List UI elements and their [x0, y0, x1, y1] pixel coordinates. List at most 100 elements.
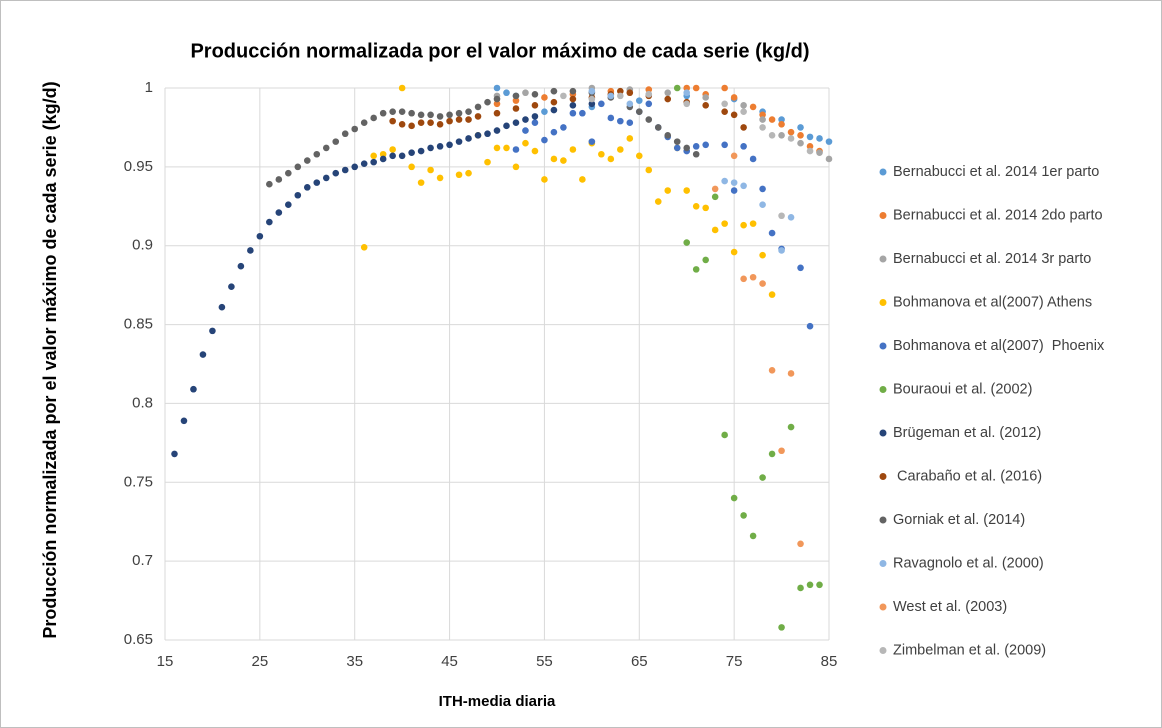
legend-marker: [879, 342, 887, 350]
point: [664, 187, 672, 194]
point: [759, 124, 766, 131]
point: [645, 91, 653, 98]
point: [759, 280, 766, 287]
point: [512, 92, 520, 100]
point: [379, 109, 387, 117]
point: [541, 136, 548, 144]
legend-marker: [879, 168, 887, 176]
point: [778, 132, 785, 139]
point: [569, 102, 577, 109]
point: [550, 106, 558, 114]
point: [740, 512, 747, 519]
x-axis-label: ITH-media diaria: [439, 693, 556, 710]
point: [778, 116, 785, 123]
legend-label: Zimbelman et al. (2009): [893, 642, 1046, 658]
point: [778, 212, 785, 220]
x-tick-label: 55: [536, 653, 553, 670]
point: [778, 120, 785, 128]
legend-marker: [879, 429, 887, 437]
point: [408, 163, 415, 171]
point: [247, 247, 254, 254]
point: [797, 584, 804, 592]
point: [702, 102, 709, 109]
y-tick-label: 0.9: [132, 237, 153, 254]
point: [560, 157, 567, 164]
point: [579, 176, 586, 183]
point: [711, 185, 719, 193]
point: [806, 143, 814, 150]
point: [417, 179, 425, 186]
point: [626, 89, 634, 97]
point: [389, 117, 396, 125]
point: [749, 273, 757, 281]
point: [654, 198, 662, 205]
point: [711, 193, 719, 201]
point: [768, 132, 776, 139]
point: [778, 624, 785, 631]
point: [702, 256, 709, 264]
point: [550, 128, 558, 136]
point: [389, 146, 396, 153]
x-tick-label: 25: [252, 653, 269, 670]
point: [654, 124, 662, 131]
point: [228, 283, 235, 291]
point: [266, 180, 273, 188]
point: [730, 94, 738, 101]
point: [721, 100, 728, 108]
x-tick-label: 65: [631, 653, 648, 670]
point: [285, 169, 292, 177]
point: [522, 89, 529, 97]
point: [436, 143, 444, 150]
point: [484, 98, 491, 106]
point: [645, 166, 653, 174]
point: [541, 176, 548, 183]
legend-marker: [879, 212, 887, 219]
y-tick-label: 0.65: [124, 631, 153, 648]
point: [749, 155, 757, 163]
point: [332, 138, 340, 145]
legend-marker: [879, 647, 887, 654]
point: [740, 108, 747, 115]
legend-label: Ravagnolo et al. (2000): [893, 555, 1044, 571]
point: [237, 262, 245, 270]
point: [322, 174, 330, 182]
point: [550, 87, 558, 95]
point: [370, 114, 377, 122]
point: [360, 243, 368, 251]
point: [408, 149, 415, 156]
point: [673, 84, 681, 92]
point: [711, 226, 719, 234]
point: [474, 113, 482, 120]
point: [730, 248, 738, 256]
point: [294, 163, 302, 171]
point: [588, 87, 596, 95]
point: [398, 108, 406, 115]
point: [313, 179, 321, 186]
point: [721, 177, 728, 185]
point: [626, 119, 634, 126]
point: [569, 109, 577, 117]
point: [493, 109, 501, 117]
point: [522, 116, 529, 123]
point: [816, 135, 823, 142]
point: [417, 111, 425, 119]
point: [607, 155, 615, 163]
point: [778, 247, 785, 254]
point: [768, 116, 776, 123]
point: [759, 185, 766, 193]
point: [303, 184, 311, 191]
point: [569, 146, 577, 153]
point: [171, 450, 178, 458]
point: [664, 95, 672, 103]
point: [635, 108, 643, 115]
legend-marker: [879, 386, 887, 393]
point: [332, 169, 340, 177]
point: [503, 144, 510, 152]
point: [759, 111, 766, 119]
point: [360, 119, 368, 126]
point: [598, 100, 605, 108]
point: [740, 124, 747, 131]
point: [275, 176, 283, 183]
point: [673, 138, 681, 145]
